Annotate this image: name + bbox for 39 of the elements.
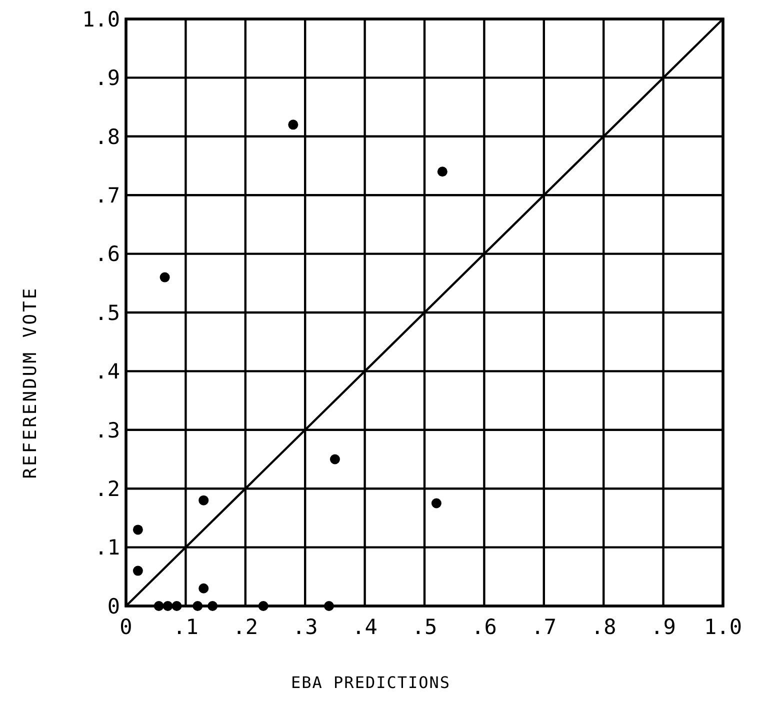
x-tick-label: .4: [352, 615, 378, 639]
point: [192, 601, 203, 611]
point: [431, 498, 442, 508]
y-tick-label: .1: [94, 536, 120, 560]
x-tick-label: .7: [531, 615, 557, 639]
x-tick-label: .1: [173, 615, 198, 639]
point: [330, 454, 340, 464]
x-tick-label: .5: [412, 615, 438, 639]
point: [198, 495, 209, 506]
x-tick-label: .9: [650, 615, 676, 639]
point: [437, 166, 448, 177]
x-tick-label: .3: [292, 615, 318, 639]
point: [198, 583, 209, 594]
x-tick-label: .8: [590, 615, 616, 639]
y-tick-label: .9: [94, 66, 120, 90]
y-tick-label: .5: [94, 300, 120, 325]
x-axis-title: EBA PREDICTIONS: [291, 673, 451, 692]
point: [172, 601, 182, 611]
y-tick-label: 1.0: [82, 7, 120, 32]
y-tick-label: .2: [94, 476, 120, 501]
point: [132, 566, 143, 576]
y-tick-label: .4: [94, 360, 120, 384]
y-tick-label: .7: [94, 183, 120, 208]
point: [208, 601, 218, 611]
point: [258, 601, 268, 611]
y-tick-label: .8: [94, 124, 120, 149]
y-tick-label: .6: [94, 242, 120, 266]
x-tick-label: .6: [472, 615, 497, 639]
point: [160, 272, 170, 282]
x-tick-label: 1.0: [704, 615, 742, 639]
x-tick-label: .2: [232, 615, 258, 639]
y-tick-label: .3: [94, 418, 120, 442]
point: [162, 601, 173, 611]
y-tick-label: 0: [107, 594, 120, 618]
point: [132, 524, 143, 535]
point: [154, 601, 164, 611]
point: [324, 601, 334, 611]
y-axis-title: REFERENDUM VOTE: [20, 286, 41, 479]
point: [288, 120, 298, 130]
